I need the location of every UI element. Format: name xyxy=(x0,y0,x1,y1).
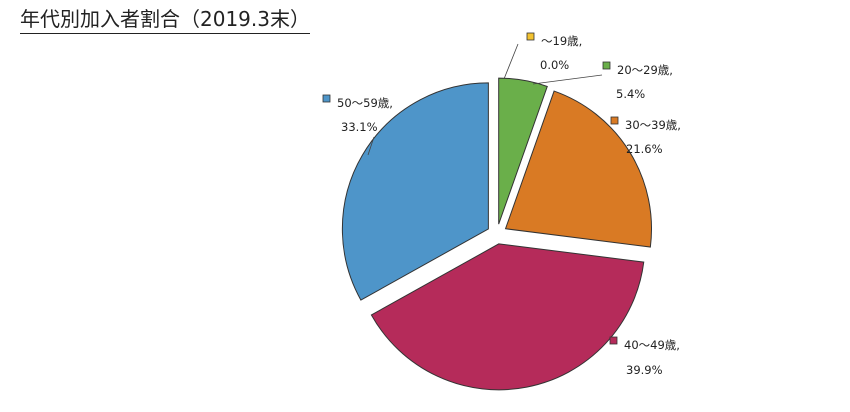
legend-swatch xyxy=(610,116,619,125)
pie-slice xyxy=(370,243,645,391)
slice-value-label: 33.1% xyxy=(341,120,378,134)
legend-swatch xyxy=(602,61,611,70)
slice-label: 20～29歳, xyxy=(617,63,673,77)
slice-value-label: 5.4% xyxy=(616,87,645,101)
slice-label: 40～49歳, xyxy=(624,338,680,352)
legend-swatch xyxy=(609,336,618,345)
leader-line xyxy=(532,74,603,85)
pie-slice xyxy=(341,82,489,301)
pie-slice xyxy=(504,90,653,248)
slice-value-label: 0.0% xyxy=(540,58,569,72)
legend-swatch xyxy=(322,94,331,103)
chart-title: 年代別加入者割合（2019.3末） xyxy=(20,6,310,34)
slice-label: 50～59歳, xyxy=(337,96,393,110)
pie-slice xyxy=(498,77,548,225)
slice-label: 30～39歳, xyxy=(625,118,681,132)
leader-line xyxy=(367,136,375,156)
legend-swatch xyxy=(526,32,535,41)
slice-value-label: 39.9% xyxy=(626,363,663,377)
leader-line xyxy=(501,43,519,85)
slice-value-label: 21.6% xyxy=(626,142,663,156)
slice-label: ～19歳, xyxy=(541,34,582,48)
